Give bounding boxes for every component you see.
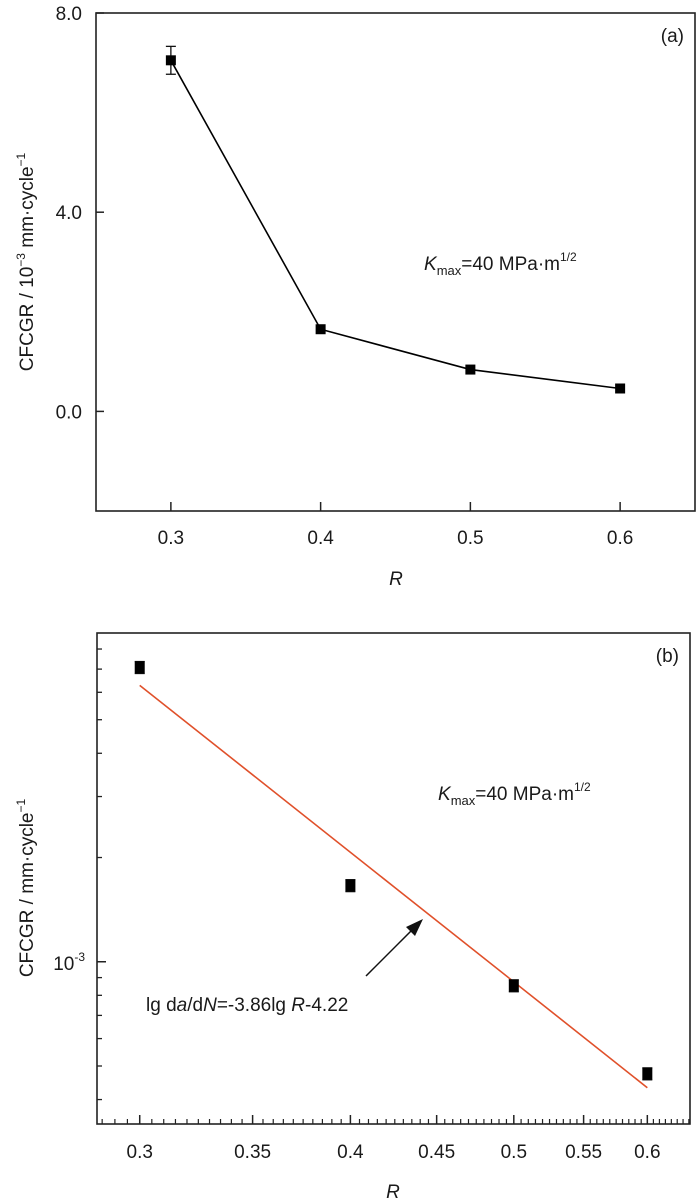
x-tick-label-b: 0.55 <box>565 1142 602 1163</box>
x-ticks-a: 0.3 0.4 0.5 0.6 <box>158 502 633 549</box>
data-point-a <box>615 383 626 394</box>
x-axis-title-b: R <box>386 1182 400 1203</box>
plot-frame-a <box>95 12 696 512</box>
arrow-shaft <box>365 925 417 977</box>
fit-eq-part: =-3.86lg <box>217 995 291 1016</box>
fit-eq-part: /d <box>187 995 203 1016</box>
series-a <box>165 45 626 394</box>
y-axis-title-b-exp: −1 <box>14 799 28 813</box>
series-line-a <box>170 59 621 390</box>
x-axis-title-a: R <box>389 569 403 590</box>
annotation-k-subscript: max <box>437 263 462 278</box>
data-point-b <box>345 879 356 892</box>
fit-line <box>139 684 648 1089</box>
annotation-k-superscript: 1/2 <box>560 250 577 264</box>
y-axis-title-a-unit: mm·cycle <box>17 166 38 253</box>
x-tick-label-b: 0.45 <box>418 1142 455 1163</box>
y-tick-label-a: 0.0 <box>56 402 82 423</box>
y-axis-title-a-unit-exp: −1 <box>14 152 28 166</box>
x-tick-label-b: 0.6 <box>634 1142 660 1163</box>
arrow-head-icon <box>406 919 423 936</box>
panel-a: 0.0 4.0 8.0 0.3 0.4 0.5 0.6 (a) Kmax=40 MPa·m… <box>14 4 696 590</box>
fit-equation: lg da/dN=-3.86lg R-4.22 <box>146 995 348 1016</box>
fit-eq-part: R <box>291 995 305 1016</box>
x-tick-label-b: 0.5 <box>501 1142 527 1163</box>
data-point-b <box>642 1067 653 1080</box>
panel-label-a: (a) <box>661 26 684 47</box>
x-tick-label-a: 0.6 <box>607 528 633 549</box>
data-point-a <box>315 324 326 335</box>
y-tick-label-a: 4.0 <box>56 203 82 224</box>
x-tick-label-a: 0.5 <box>457 528 483 549</box>
series-b <box>134 660 653 1081</box>
annotation-k-text: =40 MPa·m <box>461 254 560 275</box>
x-tick-label-b: 0.3 <box>127 1142 153 1163</box>
x-tick-label-b: 0.35 <box>234 1142 271 1163</box>
fit-eq-part: a <box>177 995 188 1016</box>
x-tick-label-b: 0.4 <box>337 1142 364 1163</box>
panel-b: 10-3 0.3 0.35 0.4 0.45 0.5 0.55 0.6 (b) Kmax=4… <box>14 632 691 1203</box>
y-axis-title-b-prefix: CFCGR / mm·cycle <box>17 813 38 978</box>
panel-label-b: (b) <box>656 646 679 667</box>
plot-frame-b <box>96 632 691 1125</box>
fit-eq-part: N <box>203 995 217 1016</box>
annotation-kmax-b: Kmax=40 MPa·m1/2 <box>438 780 591 808</box>
annotation-k-symbol: K <box>438 784 452 805</box>
y-axis-title-a: CFCGR / 10−3 mm·cycle−1 <box>14 152 38 371</box>
x-tick-label-a: 0.3 <box>158 528 184 549</box>
y-axis-title-a-exp: −3 <box>14 253 28 267</box>
fit-eq-part: lg d <box>146 995 177 1016</box>
annotation-k-subscript: max <box>451 793 476 808</box>
fit-eq-part: -4.22 <box>305 995 348 1016</box>
annotation-kmax-a: Kmax=40 MPa·m1/2 <box>424 250 577 278</box>
x-tick-label-a: 0.4 <box>307 528 334 549</box>
y-ticks-b: 10-3 <box>53 648 106 1101</box>
data-point-b <box>508 979 519 992</box>
data-point-a <box>465 364 476 375</box>
y-tick-label-b: 10-3 <box>53 950 85 975</box>
fit-line-b <box>139 684 648 1089</box>
y-tick-label-b-exp: -3 <box>74 950 85 964</box>
x-ticks-b: 0.3 0.35 0.4 0.45 0.5 0.55 0.6 <box>101 1115 690 1163</box>
data-point-a <box>165 55 176 66</box>
y-tick-label-b-base: 10 <box>53 954 74 975</box>
annotation-k-text: =40 MPa·m <box>475 784 574 805</box>
y-tick-label-a: 8.0 <box>56 4 82 25</box>
y-axis-title-b: CFCGR / mm·cycle−1 <box>14 799 38 978</box>
annotation-k-superscript: 1/2 <box>574 780 591 794</box>
y-ticks-a: 0.0 4.0 8.0 <box>56 4 104 423</box>
data-point-b <box>134 661 145 674</box>
y-axis-title-a-prefix: CFCGR / 10 <box>17 267 38 372</box>
annotation-k-symbol: K <box>424 254 438 275</box>
